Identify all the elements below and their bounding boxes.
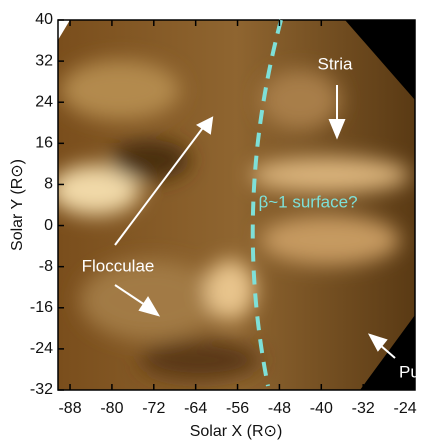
- x-tick-label: -32: [352, 400, 375, 417]
- y-tick-label: 8: [44, 176, 53, 193]
- annotation: Puff: [399, 362, 429, 381]
- y-tick-label: 24: [35, 93, 53, 110]
- y-tick-label: -24: [30, 340, 53, 357]
- y-tick-label: -8: [39, 258, 53, 275]
- x-tick-label: -72: [142, 400, 165, 417]
- y-axis-label: Solar Y (R⊙): [9, 159, 26, 251]
- x-axis-label: Solar X (R⊙): [190, 423, 283, 440]
- x-tick-label: -48: [268, 400, 291, 417]
- chart: Stria β~1 surface? Flocculae Puff Solar …: [0, 0, 436, 443]
- annotation: β~1 surface?: [258, 192, 357, 211]
- y-tick-label: 40: [35, 11, 53, 28]
- y-tick-label: -32: [30, 381, 53, 398]
- solar-image: [50, 20, 415, 390]
- y-tick-label: 32: [35, 52, 53, 69]
- x-tick-label: -88: [58, 400, 81, 417]
- annotation: Stria: [318, 54, 354, 73]
- y-tick-label: 16: [35, 135, 53, 152]
- x-tick-label: -80: [100, 400, 123, 417]
- x-tick-label: -56: [226, 400, 249, 417]
- y-tick-label: -16: [30, 299, 53, 316]
- annotation: Flocculae: [82, 256, 155, 275]
- x-tick-label: -24: [393, 400, 416, 417]
- x-tick-label: -40: [310, 400, 333, 417]
- x-tick-label: -64: [184, 400, 207, 417]
- y-tick-label: 0: [44, 217, 53, 234]
